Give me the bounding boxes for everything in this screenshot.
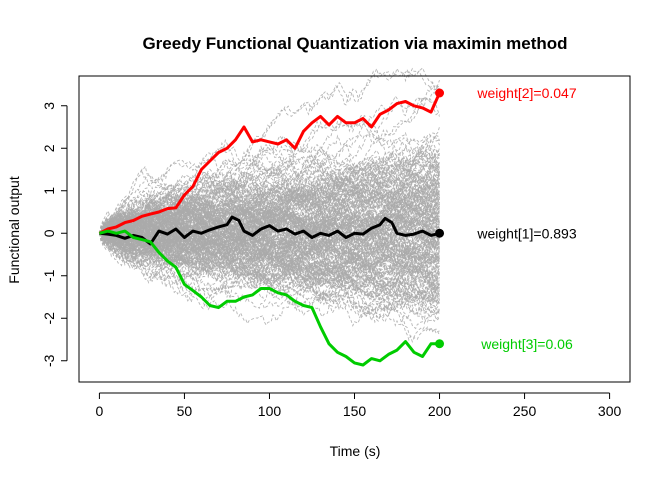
background-trajectory [99, 137, 440, 244]
background-trajectory [99, 233, 440, 326]
background-trajectory [98, 207, 440, 296]
background-trajectory [99, 231, 440, 321]
axes: 0 50 100 150 200 250 300 -3 -2 -1 0 1 2 3 [41, 75, 631, 419]
x-tick-label: 150 [343, 403, 367, 419]
background-trajectory [98, 185, 440, 246]
background-trajectory [99, 86, 440, 235]
background-trajectory [99, 229, 440, 318]
background-trajectory [99, 171, 440, 241]
chart-title: Greedy Functional Quantization via maxim… [142, 34, 567, 53]
background-trajectory [99, 225, 440, 311]
series-annotations: weight[1]=0.893 weight[2]=0.047 weight[3]=… [476, 85, 576, 352]
y-tick-label: -1 [41, 269, 57, 282]
series-line-3 [99, 229, 440, 367]
series-label-1: weight[1]=0.893 [476, 225, 576, 241]
series-line-1 [99, 215, 440, 246]
highlighted-trajectories [98, 88, 445, 367]
x-tick-label: 200 [428, 403, 452, 419]
series-endpoint-3 [435, 339, 445, 349]
background-trajectory [99, 216, 440, 278]
background-trajectories [98, 67, 440, 343]
x-tick-label: 100 [258, 403, 282, 419]
background-trajectory [98, 210, 440, 271]
background-trajectory [98, 216, 440, 318]
background-trajectory [98, 154, 440, 234]
x-axis-label: Time (s) [330, 443, 381, 459]
background-trajectory [99, 171, 440, 234]
series-label-2: weight[2]=0.047 [476, 85, 576, 101]
background-trajectory [98, 139, 440, 234]
background-trajectory [98, 193, 440, 279]
plot-frame [78, 75, 631, 383]
series-line-2 [98, 92, 441, 235]
x-tick-label: 50 [177, 403, 193, 419]
y-tick-label: 1 [41, 187, 57, 195]
background-trajectory [99, 96, 440, 234]
background-trajectory [99, 230, 440, 320]
background-trajectory [98, 225, 440, 297]
background-trajectory [99, 224, 440, 291]
background-trajectory [99, 216, 440, 288]
background-trajectory [98, 165, 440, 241]
background-trajectory [99, 167, 440, 244]
background-trajectory [98, 161, 440, 239]
background-trajectory [99, 188, 440, 250]
x-tick-label: 0 [96, 403, 104, 419]
background-trajectory [99, 174, 440, 234]
y-tick-label: 0 [41, 229, 57, 237]
background-trajectory [98, 190, 440, 264]
background-trajectory [99, 161, 440, 241]
background-trajectory [99, 202, 440, 267]
background-trajectory [99, 182, 440, 250]
background-trajectory [99, 209, 440, 274]
background-trajectory [98, 67, 440, 234]
y-axis-label: Functional output [6, 176, 22, 284]
x-tick-label: 300 [598, 403, 622, 419]
background-trajectory [99, 70, 440, 234]
background-trajectory [98, 131, 440, 234]
background-trajectory [99, 178, 440, 253]
background-trajectory [98, 153, 440, 248]
background-trajectory [98, 171, 440, 248]
series-endpoint-1 [435, 228, 445, 238]
series-label-3: weight[3]=0.06 [480, 336, 573, 352]
x-tick-label: 250 [513, 403, 537, 419]
series-endpoint-2 [435, 88, 445, 98]
y-tick-label: -3 [41, 354, 57, 367]
background-trajectory [98, 174, 440, 238]
y-tick-label: 3 [41, 102, 57, 110]
background-trajectory [99, 229, 440, 298]
background-trajectory [98, 233, 440, 314]
background-trajectory [99, 197, 440, 245]
y-tick-label: -2 [41, 312, 57, 325]
background-trajectory [98, 228, 440, 298]
background-trajectory [98, 178, 440, 259]
background-trajectory [98, 204, 440, 287]
background-trajectory [99, 220, 440, 302]
background-trajectory [99, 221, 440, 276]
background-trajectory [99, 226, 440, 311]
y-tick-label: 2 [41, 144, 57, 152]
background-trajectory [99, 233, 440, 286]
background-trajectory [98, 224, 440, 269]
background-trajectory [98, 162, 440, 241]
